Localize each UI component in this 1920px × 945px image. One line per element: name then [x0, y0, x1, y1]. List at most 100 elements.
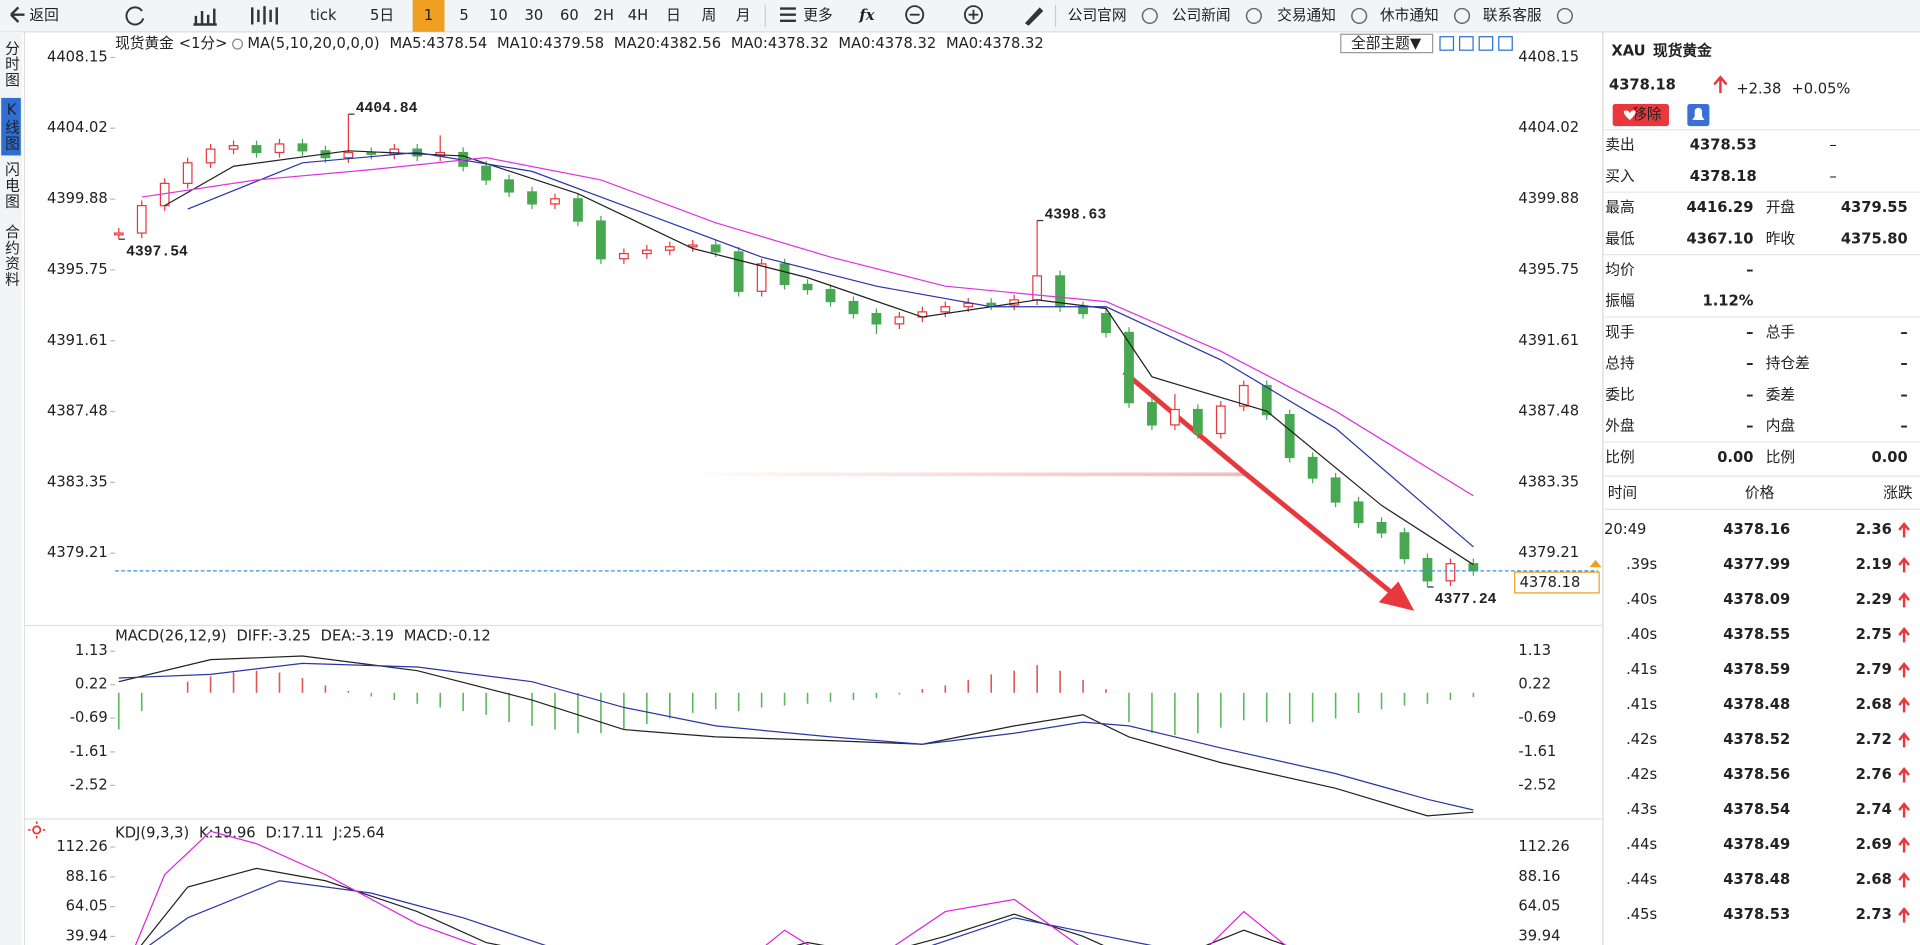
- remove-button[interactable]: 移除: [1632, 106, 1662, 123]
- field-value: 1.12%: [1702, 293, 1753, 310]
- layout-icon[interactable]: [1439, 36, 1455, 51]
- more-icon[interactable]: [780, 7, 796, 23]
- sidebar-tab[interactable]: 合约资料: [3, 224, 20, 288]
- field-label: 外盘: [1605, 417, 1635, 435]
- sidebar-tab[interactable]: 闪电图: [3, 162, 20, 210]
- candle-body: [136, 205, 147, 234]
- toolbar-link[interactable]: 公司新闻: [1172, 7, 1231, 24]
- toolbar-link[interactable]: 公司官网: [1068, 7, 1127, 24]
- layout-icon[interactable]: [1478, 36, 1494, 51]
- theme-button-bg[interactable]: [1340, 33, 1434, 54]
- field-value: –: [1746, 418, 1753, 435]
- period-button[interactable]: 60: [560, 7, 579, 24]
- legend-entry: K:19.96: [199, 825, 256, 842]
- legend-entry: MA20:4382.56: [614, 35, 721, 52]
- trades-header: 时间: [1608, 484, 1637, 501]
- y-tick-label: 4387.48: [47, 403, 108, 420]
- sidebar-tab[interactable]: K线图: [3, 102, 20, 152]
- field-label: 总手: [1766, 324, 1795, 341]
- more-button[interactable]: 更多: [803, 7, 832, 24]
- draw-icon[interactable]: [1024, 7, 1044, 26]
- chart-title: 现货黄金: [115, 35, 174, 52]
- back-button[interactable]: 返回: [29, 7, 58, 24]
- candle-body: [733, 251, 744, 292]
- extreme-label: 4397.54: [126, 244, 188, 260]
- zoom-out-icon[interactable]: [905, 5, 925, 25]
- toolbar: [0, 0, 1920, 32]
- heart-icon: [1623, 110, 1636, 120]
- candle-body: [1101, 312, 1111, 334]
- legend-entry: DIFF:-3.25: [236, 628, 310, 645]
- sidebar-tab[interactable]: 分时图: [3, 40, 20, 88]
- field-value: 4416.29: [1687, 199, 1754, 216]
- trade-time: 20:49: [1604, 521, 1646, 538]
- trade-time: .42s: [1626, 731, 1657, 748]
- settings-icon[interactable]: [32, 825, 42, 835]
- period-button[interactable]: 10: [489, 7, 508, 24]
- link-icon: [1351, 7, 1368, 24]
- candle-body: [894, 316, 905, 325]
- legend-entry: MACD:-0.12: [404, 628, 491, 645]
- candle-body: [1468, 563, 1479, 572]
- zoom-in-icon[interactable]: [963, 5, 983, 25]
- refresh-icon[interactable]: [125, 6, 145, 26]
- candle-body: [802, 283, 813, 291]
- period-button[interactable]: 5: [459, 7, 468, 24]
- last-price: 4378.18: [1609, 77, 1676, 94]
- period-button[interactable]: 日: [666, 7, 681, 24]
- legend-entry: MA0:4378.32: [946, 35, 1044, 52]
- trade-time: .42s: [1626, 766, 1657, 783]
- field-value: –: [1900, 324, 1907, 341]
- field-value: –: [1900, 355, 1907, 372]
- trade-change: 2.75: [1856, 626, 1892, 643]
- period-button[interactable]: 30: [525, 7, 544, 24]
- trade-price: 4378.52: [1723, 731, 1790, 748]
- y-tick-label-right: 4391.61: [1518, 332, 1579, 349]
- trades-header: 涨跌: [1883, 484, 1913, 501]
- period-button[interactable]: 周: [702, 7, 717, 24]
- y-tick-label-right: -0.69: [1518, 709, 1556, 726]
- candle-body: [297, 143, 308, 152]
- trade-change: 2.68: [1856, 871, 1892, 888]
- trade-price: 4378.55: [1723, 626, 1790, 643]
- chart-type-icon[interactable]: [193, 8, 217, 26]
- field-value: –: [1829, 137, 1836, 154]
- y-tick-label: 0.22: [75, 676, 108, 693]
- candle-body: [1284, 414, 1295, 459]
- y-tick-label: -0.69: [70, 709, 108, 726]
- trade-change: 2.68: [1856, 696, 1892, 713]
- candle-body: [986, 302, 997, 306]
- y-tick-label-right: 0.22: [1518, 676, 1551, 693]
- period-button[interactable]: tick: [310, 7, 337, 24]
- candle-body: [1330, 477, 1341, 503]
- chart-title: KDJ(9,3,3): [115, 825, 189, 842]
- field-value: 4379.55: [1841, 199, 1908, 216]
- candle-body: [1215, 405, 1226, 435]
- trades-header: 价格: [1745, 484, 1775, 501]
- toolbar-link[interactable]: 交易通知: [1277, 6, 1336, 24]
- trade-up-arrow: [1898, 661, 1910, 678]
- period-button[interactable]: 5日: [370, 7, 394, 24]
- y-tick-label: 4408.15: [47, 48, 108, 65]
- toolbar-link[interactable]: 联系客服: [1483, 7, 1542, 24]
- field-label: 最高: [1605, 199, 1634, 216]
- theme-button[interactable]: 全部主题▼: [1351, 34, 1422, 52]
- y-tick-label-right: 4408.15: [1518, 48, 1579, 65]
- period-button[interactable]: 月: [736, 7, 751, 24]
- field-label: 委差: [1766, 386, 1795, 403]
- period-button[interactable]: 1: [424, 7, 433, 24]
- trade-up-arrow: [1898, 521, 1910, 538]
- trade-up-arrow: [1898, 907, 1910, 923]
- candle-body: [1147, 402, 1157, 426]
- toolbar-link[interactable]: 休市通知: [1380, 7, 1439, 24]
- remove-button-bg[interactable]: [1612, 104, 1669, 127]
- function-button[interactable]: fx: [858, 7, 874, 24]
- candle-icon[interactable]: [251, 6, 278, 25]
- period-button[interactable]: 4H: [628, 7, 648, 24]
- layout-icon[interactable]: [1458, 36, 1474, 51]
- kdj-line: [140, 867, 1287, 945]
- y-tick-label: 4391.61: [47, 332, 108, 349]
- candle-body: [940, 306, 951, 313]
- layout-icon[interactable]: [1498, 36, 1513, 51]
- period-button[interactable]: 2H: [593, 7, 613, 24]
